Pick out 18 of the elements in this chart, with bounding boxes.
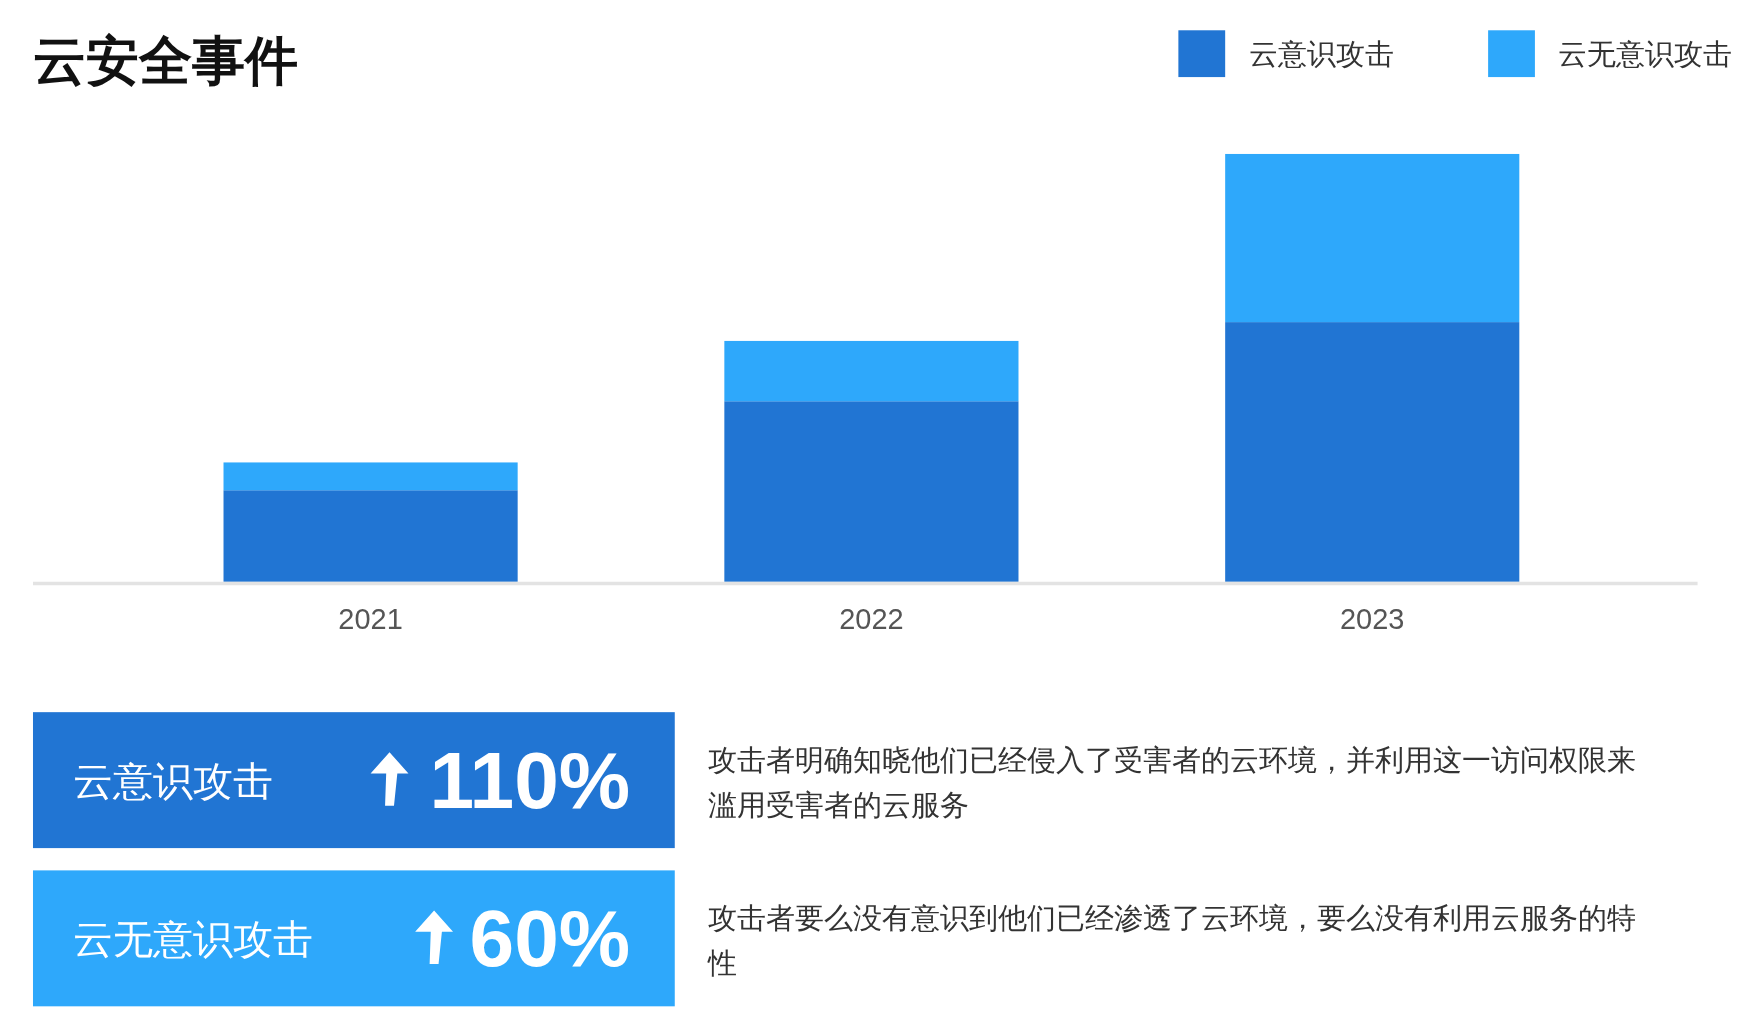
bar	[724, 340, 1019, 402]
bar	[1225, 322, 1520, 582]
x-tick-label: 2022	[839, 602, 904, 635]
text: 攻击者明确知晓他们已经侵入了受害者的云环境，并利用这一访问权限来滥用受害者的云服务	[708, 743, 1637, 822]
text: 110%	[429, 734, 631, 825]
x-tick-label: 2023	[1340, 602, 1405, 635]
chart-title: 云安全事件	[32, 29, 298, 93]
text: 攻击者要么没有意识到他们已经渗透了云环境，要么没有利用云服务的特性	[707, 901, 1637, 980]
legend-label: 云无意识攻击	[1558, 36, 1733, 71]
bar	[724, 401, 1019, 582]
text: 云无意识攻击	[73, 915, 314, 962]
text: 云意识攻击	[73, 757, 274, 804]
bar	[1225, 153, 1520, 323]
legend-label: 云意识攻击	[1248, 36, 1394, 71]
x-tick-label: 2021	[338, 602, 403, 635]
text: 60%	[469, 893, 631, 984]
bar	[223, 490, 518, 582]
bar	[223, 462, 518, 491]
